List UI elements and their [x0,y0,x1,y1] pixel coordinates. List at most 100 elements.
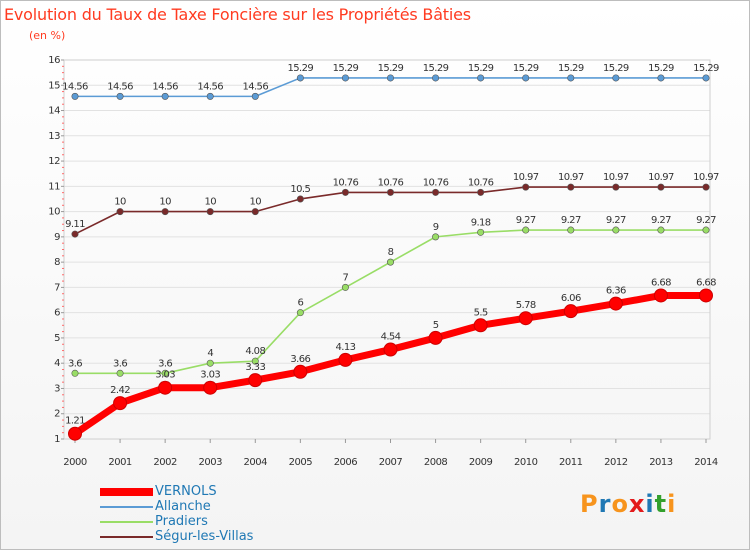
data-point-allanche [477,74,485,82]
data-point-vernols [608,296,623,311]
data-point-vernols [113,396,128,411]
logo-letter: r [598,490,612,518]
data-point-s-gur-les-villas [71,230,79,238]
data-label-s-gur-les-villas: 10.97 [558,172,584,183]
data-point-vernols [653,288,668,303]
data-point-s-gur-les-villas [657,183,665,191]
data-point-vernols [158,380,173,395]
data-point-pradiers [657,226,665,234]
data-point-allanche [386,74,394,82]
data-label-pradiers: 4 [207,348,213,359]
data-point-vernols [473,318,488,333]
data-point-pradiers [341,283,349,291]
legend-label: Pradiers [155,514,208,529]
data-label-pradiers: 9.27 [696,215,716,226]
data-point-pradiers [702,226,710,234]
data-label-s-gur-les-villas: 10.76 [378,177,404,188]
data-point-pradiers [296,309,304,317]
y-tick-label: 11 [48,181,60,192]
data-point-pradiers [71,369,79,377]
data-point-allanche [116,92,124,100]
logo-letter: t [654,490,668,518]
data-point-allanche [251,92,259,100]
y-tick-label: 6 [54,308,60,319]
legend-swatch [100,521,153,523]
data-point-vernols [203,380,218,395]
data-label-pradiers: 4.08 [245,346,265,357]
data-point-vernols [248,373,263,388]
data-point-s-gur-les-villas [386,188,394,196]
data-point-s-gur-les-villas [612,183,620,191]
data-label-s-gur-les-villas: 10.97 [603,172,629,183]
x-tick-label: 2008 [424,457,448,468]
data-label-allanche: 14.56 [242,81,268,92]
data-label-allanche: 15.29 [423,63,449,74]
data-label-vernols: 3.03 [155,370,175,381]
chart-title: Evolution du Taux de Taxe Foncière sur l… [4,5,471,24]
data-point-pradiers [567,226,575,234]
data-point-pradiers [522,226,530,234]
x-tick-label: 2005 [289,457,313,468]
data-label-vernols: 6.06 [561,293,581,304]
data-label-allanche: 15.29 [603,63,629,74]
logo-letter: i [667,490,677,518]
data-label-s-gur-les-villas: 10.97 [513,172,539,183]
legend-label: Ségur-les-Villas [155,529,254,544]
logo-letter: x [628,490,646,518]
y-tick-label: 10 [48,207,60,218]
x-tick-label: 2007 [379,457,403,468]
data-point-vernols [293,364,308,379]
data-label-allanche: 15.29 [558,63,584,74]
data-point-pradiers [251,357,259,365]
data-point-allanche [612,74,620,82]
data-point-vernols [428,330,443,345]
data-point-s-gur-les-villas [702,183,710,191]
x-tick-label: 2000 [63,457,87,468]
legend-label: VERNOLS [155,484,217,499]
data-label-vernols: 3.66 [290,354,310,365]
data-point-pradiers [386,258,394,266]
data-point-s-gur-les-villas [116,208,124,216]
data-label-vernols: 4.54 [381,332,401,343]
data-label-allanche: 15.29 [288,63,314,74]
data-point-s-gur-les-villas [567,183,575,191]
data-point-s-gur-les-villas [432,188,440,196]
data-label-s-gur-les-villas: 10 [114,197,126,208]
data-label-s-gur-les-villas: 10.76 [468,177,494,188]
data-point-vernols [338,352,353,367]
legend-item-s-gur-les-villas: Ségur-les-Villas [100,529,300,544]
data-label-s-gur-les-villas: 10.97 [693,172,719,183]
logo-letter: o [611,490,629,518]
legend-item-vernols: VERNOLS [100,484,300,499]
data-label-s-gur-les-villas: 10 [204,197,216,208]
data-point-allanche [296,74,304,82]
x-tick-label: 2002 [153,457,177,468]
data-point-vernols [563,304,578,319]
data-label-s-gur-les-villas: 10 [250,197,262,208]
data-label-allanche: 15.29 [693,63,719,74]
legend-swatch [100,506,153,508]
data-label-vernols: 3.33 [245,362,265,373]
data-point-vernols [699,288,713,303]
y-tick-label: 7 [54,282,60,293]
data-point-allanche [657,74,665,82]
data-point-s-gur-les-villas [296,195,304,203]
y-tick-label: 12 [48,156,60,167]
y-tick-label: 15 [48,80,60,91]
data-label-s-gur-les-villas: 10.5 [290,184,310,195]
data-label-s-gur-les-villas: 10 [159,197,171,208]
data-point-allanche [341,74,349,82]
data-point-pradiers [477,228,485,236]
data-label-pradiers: 9.18 [471,217,491,228]
legend-swatch [100,488,153,496]
data-point-allanche [432,74,440,82]
data-label-allanche: 15.29 [378,63,404,74]
data-label-vernols: 1.21 [65,416,85,427]
legend: VERNOLS Allanche Pradiers Ségur-les-Villas [100,484,300,544]
x-tick-label: 2013 [649,457,673,468]
data-label-pradiers: 8 [388,247,394,258]
legend-item-allanche: Allanche [100,499,300,514]
data-point-s-gur-les-villas [341,188,349,196]
